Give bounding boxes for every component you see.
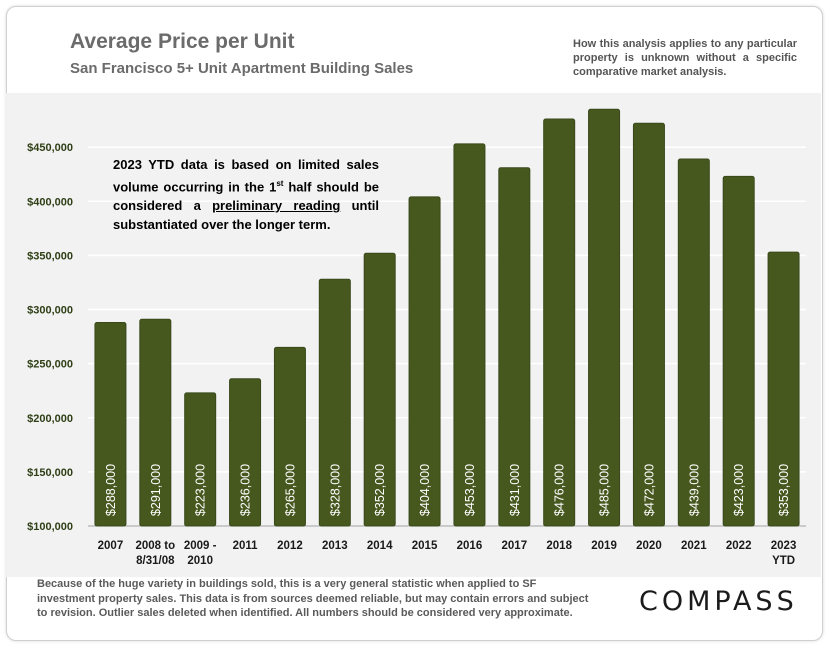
x-tick-label: 2018 — [546, 540, 572, 552]
bar — [498, 167, 531, 527]
x-tick-label: 2014 — [367, 540, 393, 552]
bar — [229, 378, 262, 527]
bar-value-label: $223,000 — [194, 464, 208, 516]
bar — [677, 158, 710, 527]
note-underlined: preliminary reading — [212, 198, 341, 214]
y-tick-label: $250,000 — [27, 359, 73, 371]
x-tick-label: 2021 — [681, 540, 707, 552]
y-tick-label: $400,000 — [27, 196, 73, 208]
bar — [543, 118, 576, 527]
bar-value-label: $291,000 — [149, 464, 163, 516]
y-tick-label: $450,000 — [27, 142, 73, 154]
y-tick-label: $150,000 — [27, 467, 73, 479]
bar — [722, 175, 755, 527]
x-tick-label: 2022 — [726, 540, 752, 552]
bar-value-label: $431,000 — [508, 464, 522, 516]
bar — [184, 392, 217, 527]
y-tick-label: $350,000 — [27, 250, 73, 262]
x-tick-label: 2010 — [187, 555, 213, 567]
bar — [318, 278, 351, 527]
note-superscript: st — [276, 179, 284, 188]
y-tick-label: $300,000 — [27, 305, 73, 317]
bar — [139, 318, 172, 527]
disclaimer-text: How this analysis applies to any particu… — [573, 38, 797, 78]
bar-value-label: $472,000 — [642, 464, 656, 516]
bar — [588, 108, 621, 527]
bar-value-label: $485,000 — [598, 464, 612, 516]
bar-value-label: $404,000 — [418, 464, 432, 516]
bar — [632, 122, 665, 527]
chart-subtitle: San Francisco 5+ Unit Apartment Building… — [70, 60, 414, 77]
bar-value-label: $288,000 — [104, 464, 118, 516]
x-tick-label: 2020 — [636, 540, 662, 552]
x-tick-label: YTD — [772, 555, 795, 567]
x-tick-label: 2023 — [771, 540, 797, 552]
x-tick-label: 2016 — [457, 540, 483, 552]
bar-value-label: $236,000 — [239, 464, 253, 516]
note-text-2: half should be considered a — [113, 179, 379, 214]
bar — [273, 346, 306, 527]
x-tick-label: 2017 — [502, 540, 528, 552]
y-tick-label: $100,000 — [27, 521, 73, 533]
x-tick-label: 2011 — [233, 540, 259, 552]
chart-title: Average Price per Unit — [70, 30, 295, 53]
bar-value-label: $439,000 — [687, 464, 701, 516]
x-tick-label: 8/31/08 — [136, 555, 175, 567]
x-tick-label: 2019 — [591, 540, 617, 552]
bar — [767, 251, 800, 527]
x-tick-label: 2015 — [412, 540, 438, 552]
bar-value-label: $453,000 — [463, 464, 477, 516]
bar-value-label: $476,000 — [553, 464, 567, 516]
note-text-3: until substantiated over the longer term… — [113, 198, 380, 233]
y-tick-label: $200,000 — [27, 413, 73, 425]
note-text-1: 2023 YTD data is based on limited sales … — [113, 157, 379, 195]
x-tick-label: 2013 — [322, 540, 348, 552]
x-tick-label: 2007 — [98, 540, 124, 552]
bar-value-label: $352,000 — [373, 464, 387, 516]
bar — [453, 143, 486, 527]
x-tick-label: 2008 to — [135, 540, 175, 552]
bar-value-label: $353,000 — [777, 464, 791, 516]
bar-value-label: $328,000 — [328, 464, 342, 516]
x-tick-label: 2009 - — [184, 540, 217, 552]
bar-value-label: $265,000 — [283, 464, 297, 516]
footer-disclaimer: Because of the huge variety in buildings… — [37, 578, 589, 619]
compass-logo: COMPASS — [639, 586, 798, 617]
ytd-note: 2023 YTD data is based on limited sales … — [113, 155, 379, 234]
bar — [408, 196, 441, 527]
x-tick-label: 2012 — [277, 540, 303, 552]
bar-value-label: $423,000 — [732, 464, 746, 516]
bar — [94, 321, 127, 527]
bar — [363, 252, 396, 527]
